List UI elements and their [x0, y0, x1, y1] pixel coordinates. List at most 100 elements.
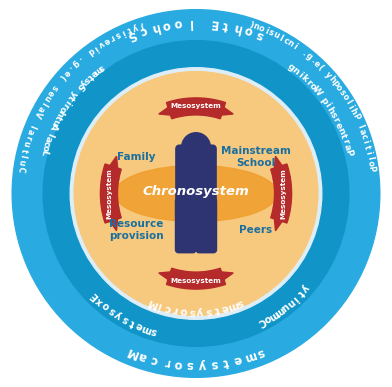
- Text: r: r: [60, 101, 70, 110]
- Text: V: V: [32, 110, 43, 119]
- Text: y: y: [299, 282, 310, 294]
- Text: a: a: [25, 128, 35, 136]
- Text: u: u: [16, 159, 26, 166]
- Text: l: l: [356, 123, 365, 129]
- Text: C: C: [16, 165, 25, 172]
- Polygon shape: [273, 156, 290, 180]
- Text: i: i: [322, 101, 332, 109]
- Text: s: s: [337, 88, 347, 97]
- Text: h: h: [327, 74, 337, 85]
- Text: l: l: [27, 123, 37, 129]
- Text: W: W: [310, 85, 323, 98]
- Text: s: s: [82, 75, 92, 85]
- Text: E: E: [88, 289, 100, 301]
- Text: c: c: [281, 36, 290, 46]
- Text: y: y: [198, 358, 206, 372]
- Polygon shape: [271, 164, 292, 223]
- Text: r: r: [108, 33, 116, 43]
- Text: e: e: [220, 302, 229, 314]
- Text: o: o: [366, 160, 376, 167]
- Text: n: n: [286, 38, 295, 49]
- Text: s: s: [189, 307, 195, 317]
- Text: y: y: [78, 78, 88, 88]
- Text: m: m: [241, 349, 257, 365]
- FancyBboxPatch shape: [176, 198, 196, 253]
- Text: Family: Family: [117, 152, 155, 162]
- Text: h: h: [149, 20, 160, 34]
- Text: M: M: [124, 344, 140, 361]
- Text: s: s: [210, 357, 218, 371]
- Text: e: e: [333, 121, 344, 130]
- Text: o: o: [161, 17, 171, 32]
- Text: i: i: [290, 293, 300, 303]
- Text: l: l: [18, 154, 27, 159]
- Text: e: e: [62, 67, 72, 77]
- Text: l: l: [343, 98, 352, 105]
- Text: r: r: [340, 138, 350, 145]
- Text: y: y: [113, 309, 124, 321]
- Text: e: e: [312, 58, 322, 69]
- Text: s: s: [49, 82, 59, 92]
- Text: A: A: [48, 121, 59, 131]
- Text: h: h: [54, 108, 65, 118]
- Text: s: s: [254, 345, 266, 360]
- Text: o: o: [180, 306, 188, 316]
- Text: y: y: [131, 22, 139, 32]
- Text: m: m: [91, 64, 104, 77]
- Text: l: l: [45, 132, 54, 138]
- Circle shape: [107, 104, 211, 209]
- Text: P: P: [350, 112, 361, 121]
- Ellipse shape: [115, 166, 277, 221]
- Text: m: m: [272, 304, 286, 318]
- Text: c: c: [359, 133, 369, 140]
- Polygon shape: [102, 156, 119, 180]
- Text: y: y: [196, 307, 204, 317]
- Text: i: i: [346, 103, 355, 110]
- Text: L: L: [38, 149, 49, 157]
- Text: Mesosystem: Mesosystem: [171, 277, 221, 284]
- Text: g: g: [71, 58, 81, 68]
- Text: n: n: [284, 296, 296, 309]
- Text: s: s: [236, 297, 245, 309]
- Text: n: n: [336, 126, 346, 135]
- Polygon shape: [273, 207, 290, 231]
- Circle shape: [107, 178, 211, 283]
- Text: i: i: [63, 98, 73, 105]
- Text: o: o: [262, 313, 273, 324]
- Text: s: s: [186, 358, 194, 372]
- Text: t: t: [53, 113, 63, 122]
- Text: r: r: [304, 78, 313, 87]
- Text: .: .: [76, 55, 85, 63]
- Text: M: M: [145, 296, 158, 310]
- Text: m: m: [267, 308, 280, 322]
- Text: Peers: Peers: [240, 225, 272, 235]
- Text: d: d: [85, 46, 95, 57]
- Text: u: u: [279, 301, 290, 313]
- Circle shape: [181, 133, 211, 161]
- Text: o: o: [100, 300, 112, 312]
- Text: ): ): [248, 20, 254, 30]
- Text: e: e: [88, 68, 99, 79]
- Text: i: i: [364, 150, 373, 155]
- Text: t: t: [126, 24, 132, 34]
- Text: r: r: [162, 355, 170, 369]
- Text: y: y: [68, 89, 79, 99]
- Text: l: l: [39, 99, 48, 106]
- Text: n: n: [290, 65, 301, 77]
- Text: c: c: [163, 302, 172, 313]
- Ellipse shape: [178, 192, 214, 215]
- Circle shape: [181, 178, 285, 283]
- Text: u: u: [21, 140, 31, 148]
- Text: s: s: [107, 305, 117, 316]
- Text: Mainstream
School: Mainstream School: [221, 146, 291, 168]
- Circle shape: [181, 104, 285, 209]
- Text: i: i: [120, 27, 127, 36]
- Text: o: o: [40, 144, 50, 152]
- Text: s: s: [254, 27, 266, 42]
- Polygon shape: [167, 268, 225, 289]
- Text: m: m: [140, 322, 153, 335]
- Text: S: S: [74, 81, 85, 92]
- Text: a: a: [137, 349, 149, 364]
- Text: s: s: [328, 111, 338, 120]
- Text: o: o: [173, 357, 183, 371]
